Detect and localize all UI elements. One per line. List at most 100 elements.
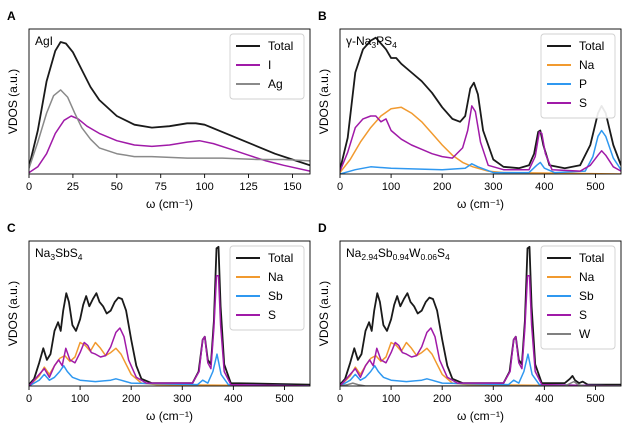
x-tick-label: 100 xyxy=(71,393,89,405)
x-tick-label: 75 xyxy=(155,181,167,193)
x-tick-label: 0 xyxy=(337,181,343,193)
y-axis-label: VDOS (a.u.) xyxy=(6,281,20,346)
series-line-total xyxy=(29,245,310,386)
legend-label: S xyxy=(268,308,276,322)
inset-label-part: 4 xyxy=(392,40,397,50)
x-tick-label: 300 xyxy=(173,393,191,405)
legend-label: Sb xyxy=(579,289,594,303)
series-line-total xyxy=(340,36,621,170)
inset-label-part: S xyxy=(437,246,445,260)
material-label: γ-Na3PS4 xyxy=(346,34,397,50)
x-tick-label: 200 xyxy=(433,393,451,405)
panel-letter: D xyxy=(318,221,327,235)
series-line-total xyxy=(29,41,310,168)
legend-label: Na xyxy=(268,270,284,284)
x-axis-label: ω (cm⁻¹) xyxy=(146,409,193,423)
legend-label: W xyxy=(579,327,591,341)
legend-label: Total xyxy=(268,39,293,53)
series-line-s xyxy=(29,275,310,386)
panel-b: B 0 100 200 300 400 500 ω (cm⁻¹) VDOS (a.u.) γ-Na… xyxy=(317,9,622,211)
x-tick-label: 50 xyxy=(111,181,123,193)
x-tick-label: 300 xyxy=(484,393,502,405)
x-tick-label: 400 xyxy=(224,393,242,405)
legend: Total I Ag xyxy=(229,33,305,100)
series-line-ag xyxy=(29,89,310,169)
legend-label: Total xyxy=(579,251,604,265)
inset-label-part: 4 xyxy=(78,252,83,262)
series-group xyxy=(340,245,621,386)
legend-label: Na xyxy=(579,270,595,284)
panel-letter: A xyxy=(7,9,16,23)
inset-label-part: Sb xyxy=(378,246,393,260)
legend: Total Na Sb S xyxy=(229,245,305,331)
legend-label: P xyxy=(579,77,587,91)
y-axis-label: VDOS (a.u.) xyxy=(6,69,20,134)
legend-box xyxy=(540,33,616,119)
x-tick-label: 125 xyxy=(239,181,257,193)
legend-box xyxy=(229,245,305,331)
inset-label-part: W xyxy=(409,246,421,260)
series-line-s xyxy=(340,105,621,172)
legend-label: Total xyxy=(268,251,293,265)
series-line-sb xyxy=(29,353,310,386)
inset-label-part: Na xyxy=(346,246,362,260)
inset-label-part: γ-Na xyxy=(346,34,372,48)
material-label: Na3SbS4 xyxy=(35,246,83,262)
material-label: AgI xyxy=(35,34,53,48)
legend: Total Na PS xyxy=(540,33,616,119)
x-tick-label: 400 xyxy=(535,393,553,405)
series-line-sb xyxy=(340,353,621,386)
panel-letter: C xyxy=(7,221,16,235)
x-tick-label: 400 xyxy=(535,181,553,193)
inset-label-part: AgI xyxy=(35,34,53,48)
series-line-total xyxy=(340,245,621,386)
legend-label: I xyxy=(268,58,271,72)
x-tick-label: 300 xyxy=(484,181,502,193)
x-tick-label: 200 xyxy=(122,393,140,405)
inset-label-part: SbS xyxy=(55,246,78,260)
axes-frame xyxy=(339,240,622,387)
legend-label: S xyxy=(579,308,587,322)
series-line-na xyxy=(29,341,310,386)
x-tick-label: 100 xyxy=(382,181,400,193)
x-tick-label: 0 xyxy=(337,393,343,405)
legend-label: S xyxy=(579,96,587,110)
x-axis-label: ω (cm⁻¹) xyxy=(457,197,504,211)
legend: Total Na Sb SW xyxy=(540,245,616,350)
x-tick-label: 25 xyxy=(67,181,79,193)
inset-label-part: 3 xyxy=(371,40,376,50)
axes-frame xyxy=(339,28,622,175)
inset-label-part: 2.94 xyxy=(361,252,378,262)
x-tick-label: 0 xyxy=(26,393,32,405)
x-tick-label: 100 xyxy=(195,181,213,193)
axes-frame xyxy=(28,28,311,175)
legend-box xyxy=(540,245,616,350)
series-line-na xyxy=(340,106,621,174)
x-tick-label: 500 xyxy=(586,181,604,193)
material-label: Na2.94Sb0.94W0.06S4 xyxy=(346,246,450,262)
series-group xyxy=(340,36,621,174)
x-tick-label: 0 xyxy=(26,181,32,193)
series-line-p xyxy=(340,129,621,174)
series-group xyxy=(29,245,310,386)
inset-label-part: 0.94 xyxy=(393,252,410,262)
y-axis-label: VDOS (a.u.) xyxy=(317,69,331,134)
series-line-w xyxy=(340,380,621,386)
x-tick-label: 500 xyxy=(586,393,604,405)
y-axis-label: VDOS (a.u.) xyxy=(317,281,331,346)
legend-label: Sb xyxy=(268,289,283,303)
legend-label: Total xyxy=(579,39,604,53)
inset-label-part: 3 xyxy=(50,252,55,262)
legend-label: Na xyxy=(579,58,595,72)
series-group xyxy=(29,41,310,174)
panel-letter: B xyxy=(318,9,327,23)
inset-label-part: 0.06 xyxy=(420,252,437,262)
legend-box xyxy=(229,33,305,100)
inset-label-part: PS xyxy=(376,34,392,48)
inset-label-part: 4 xyxy=(445,252,450,262)
x-axis-label: ω (cm⁻¹) xyxy=(146,197,193,211)
